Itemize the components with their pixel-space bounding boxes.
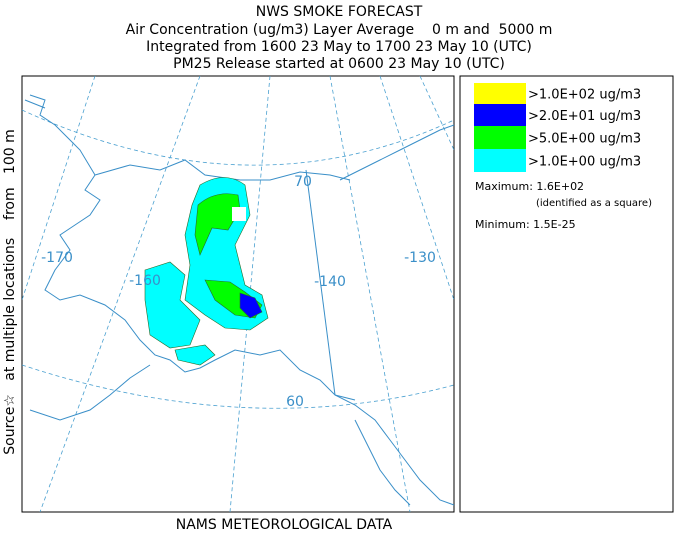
title: NWS SMOKE FORECAST: [256, 4, 423, 20]
plume-cell: [232, 207, 246, 221]
smoke-plume: [144, 177, 269, 366]
legend-label: >2.0E+01 ug/m3: [528, 109, 641, 124]
map-label: 60: [286, 394, 304, 410]
minimum: Minimum: 1.5E-25: [475, 218, 576, 231]
subtitle: Air Concentration (ug/m3) Layer Average …: [126, 22, 553, 38]
coastline: [24, 94, 455, 506]
maximum: Maximum: 1.6E+02: [475, 180, 584, 193]
map-label: -130: [404, 250, 436, 266]
graticule: [21, 75, 455, 513]
footer: NAMS METEOROLOGICAL DATA: [176, 517, 393, 532]
map-label: -170: [41, 250, 73, 266]
maximum-note: (identified as a square): [536, 198, 652, 209]
legend-swatch: [474, 83, 526, 104]
legend-swatch: [474, 104, 526, 126]
plume-contour: [239, 292, 263, 319]
side-label: Source☆ at multiple locations from 100 m: [2, 129, 18, 455]
legend-label: >5.0E+00 ug/m3: [528, 132, 641, 147]
plume-contour: [174, 344, 216, 366]
legend-swatch: [474, 126, 526, 149]
legend-swatch: [474, 149, 526, 172]
subtitle: PM25 Release started at 0600 23 May 10 (…: [173, 56, 505, 72]
map-label: -160: [129, 273, 161, 289]
map-label: 70: [294, 174, 312, 190]
legend-label: >1.0E+02 ug/m3: [528, 88, 641, 103]
plume-contour: [194, 193, 241, 256]
legend-label: >1.0E+00 ug/m3: [528, 155, 641, 170]
map-label: -140: [314, 274, 346, 290]
plume-contour: [144, 261, 201, 349]
subtitle: Integrated from 1600 23 May to 1700 23 M…: [146, 39, 532, 55]
